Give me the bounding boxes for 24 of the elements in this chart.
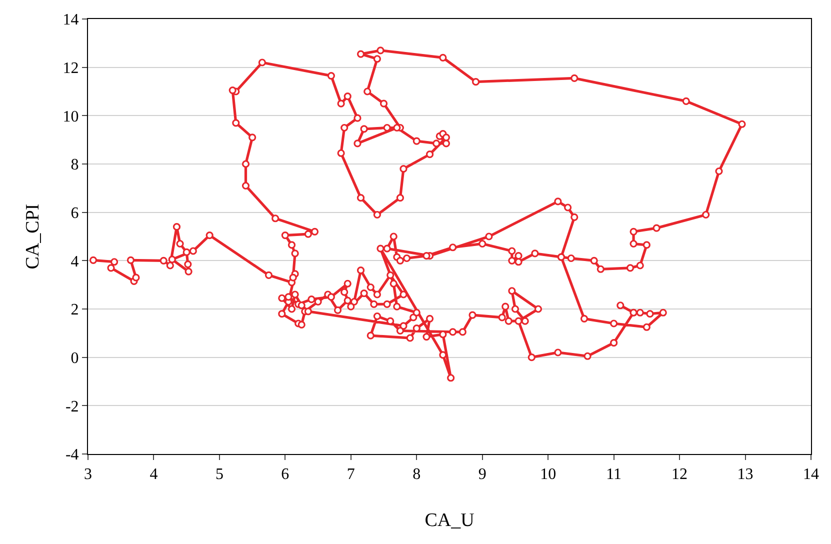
x-tick-label: 7	[346, 466, 355, 484]
x-tick-label: 14	[803, 466, 819, 484]
y-tick-label: 10	[62, 108, 79, 126]
x-tick-label: 9	[478, 466, 486, 484]
y-tick-label: 4	[70, 253, 79, 270]
x-tick-label: 13	[737, 466, 754, 484]
x-tick-label: 3	[84, 466, 92, 484]
x-axis-title: CA_U	[424, 510, 475, 531]
x-tick-label: 4	[150, 466, 158, 484]
y-tick-label: 12	[62, 60, 79, 77]
y-tick-label: 14	[62, 12, 79, 29]
y-tick-label: 8	[70, 156, 79, 174]
x-tick-label: 10	[540, 466, 556, 484]
x-tick-label: 8	[412, 466, 421, 484]
y-tick-label: 6	[70, 204, 79, 222]
y-axis-title: CA_CPI	[22, 204, 44, 270]
y-tick-label: -4	[65, 446, 79, 464]
y-tick-label: 2	[70, 302, 79, 319]
y-tick-label: -2	[65, 398, 79, 416]
y-tick-label: 0	[70, 350, 79, 367]
x-tick-label: 11	[606, 466, 622, 484]
x-tick-label: 5	[215, 466, 224, 484]
x-tick-label: 12	[672, 466, 688, 484]
x-tick-label: 6	[281, 466, 290, 484]
